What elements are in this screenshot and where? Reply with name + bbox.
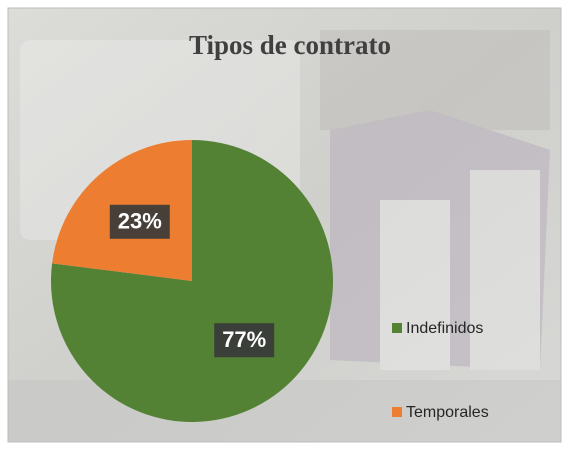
chart: Tipos de contrato 77% 23% Indefinidos Tempo… [0,0,569,450]
legend-swatch [392,407,402,417]
data-label: 77% [222,327,266,352]
legend-swatch [392,323,402,333]
chart-title: Tipos de contrato [189,30,391,60]
legend-label: Indefinidos [406,320,483,337]
data-label: 23% [118,209,162,234]
legend-label: Temporales [406,404,489,421]
